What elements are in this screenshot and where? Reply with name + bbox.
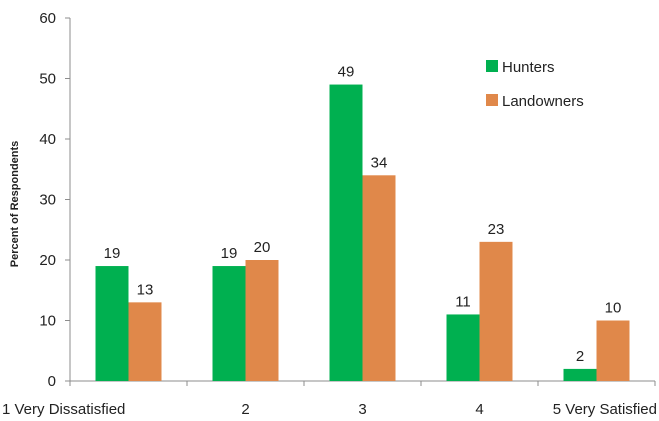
legend-label-landowners: Landowners (502, 93, 584, 110)
data-label: 23 (488, 221, 505, 238)
x-category-label: 3 (358, 401, 366, 418)
data-label: 19 (104, 245, 121, 262)
y-tick-label: 40 (39, 131, 56, 148)
y-tick-label: 30 (39, 192, 56, 209)
data-label: 10 (605, 300, 622, 317)
y-axis-label: Percent of Respondents (9, 141, 21, 268)
bar-hunters (446, 314, 480, 381)
x-category-label: 2 (241, 401, 249, 418)
legend: Hunters Landowners (486, 59, 584, 110)
data-label: 13 (137, 281, 154, 298)
data-label: 19 (221, 245, 238, 262)
bar-hunters (563, 368, 597, 381)
bar-landowners (479, 241, 513, 381)
bar-landowners (128, 302, 162, 381)
y-tick-label: 50 (39, 71, 56, 88)
bar-hunters (95, 266, 129, 381)
legend-swatch-landowners (486, 94, 498, 106)
bars: 19 13 19 20 49 34 11 23 2 10 (95, 64, 630, 382)
bar-hunters (212, 266, 246, 381)
bar-landowners (245, 260, 279, 381)
legend-label-hunters: Hunters (502, 59, 555, 76)
y-tick-label: 10 (39, 313, 56, 330)
x-category-label: 1 Very Dissatisfied (2, 401, 125, 418)
x-category-label: 4 (475, 401, 483, 418)
y-tick-label: 60 (39, 10, 56, 27)
legend-swatch-hunters (486, 60, 498, 72)
y-tick-label: 20 (39, 252, 56, 269)
data-label: 34 (371, 154, 388, 171)
y-axis: 0 10 20 30 40 50 60 (39, 10, 71, 390)
data-label: 49 (338, 64, 355, 81)
data-label: 20 (254, 239, 271, 256)
data-label: 11 (455, 293, 471, 310)
bar-hunters (329, 84, 363, 382)
x-category-label: 5 Very Satisfied (553, 401, 657, 418)
data-label: 2 (576, 348, 584, 365)
bar-landowners (596, 320, 630, 381)
bar-landowners (362, 175, 396, 381)
y-tick-label: 0 (48, 373, 56, 390)
x-axis: 1 Very Dissatisfied 2 3 4 5 Very Satisfied (2, 380, 657, 418)
